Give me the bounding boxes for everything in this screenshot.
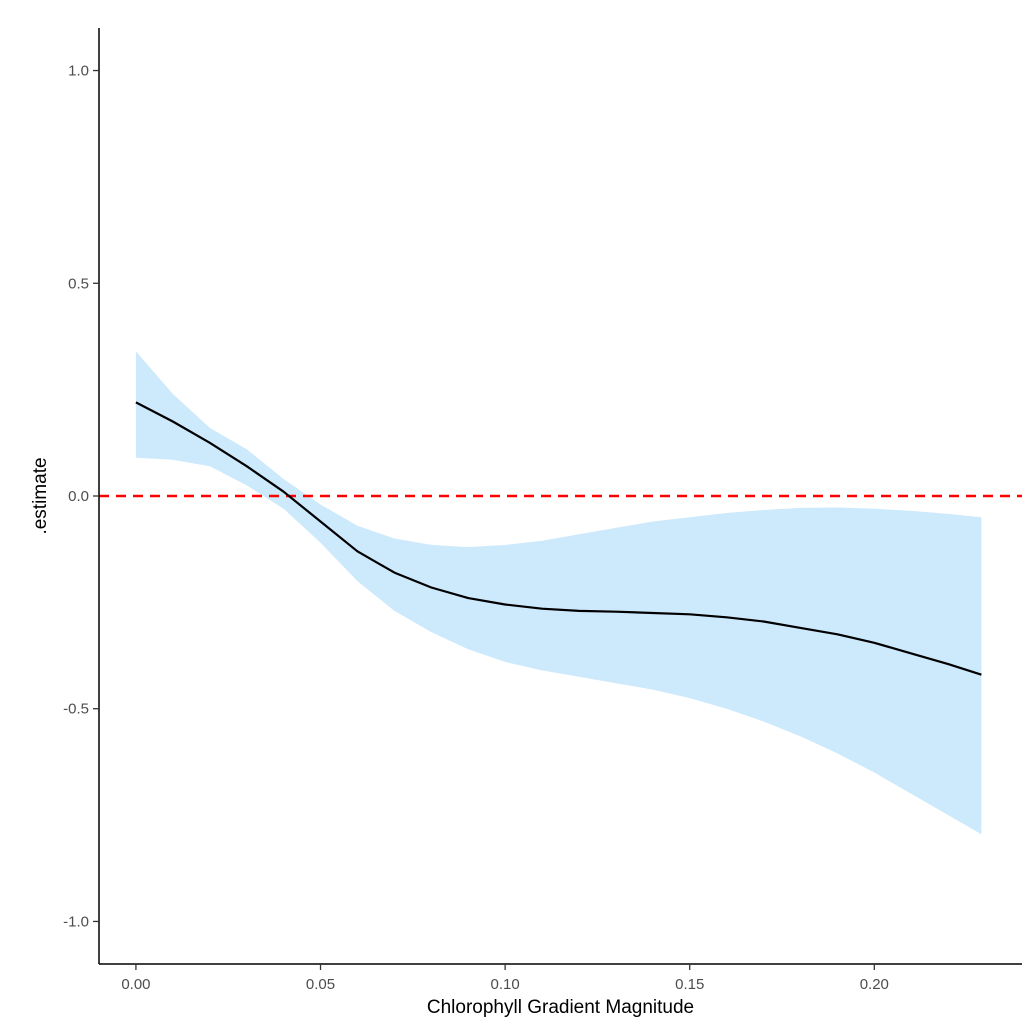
y-tick-label: -0.5 (63, 701, 89, 718)
y-axis-ticks: 1.0 0.5 0.0 -0.5 -1.0 (63, 63, 99, 930)
y-axis-title: .estimate (30, 457, 51, 534)
confidence-band (135, 351, 982, 835)
x-tick-label: 0.15 (675, 976, 704, 993)
x-axis-ticks: 0.00 0.05 0.10 0.15 0.20 (121, 964, 889, 993)
estimate-line (135, 401, 982, 676)
x-tick-label: 0.00 (121, 976, 150, 993)
y-tick-label: 1.0 (68, 63, 89, 80)
y-tick-label: 0.0 (68, 488, 89, 505)
y-tick-label: -1.0 (63, 913, 89, 930)
x-tick-label: 0.05 (306, 976, 335, 993)
x-axis-title: Chlorophyll Gradient Magnitude (427, 997, 694, 1018)
plot-area (99, 351, 1022, 835)
axes: 1.0 0.5 0.0 -0.5 -1.0 0.00 0.05 0.10 0.15 0.20 (63, 28, 1022, 993)
x-tick-label: 0.20 (860, 976, 889, 993)
y-tick-label: 0.5 (68, 275, 89, 292)
x-tick-label: 0.10 (491, 976, 520, 993)
